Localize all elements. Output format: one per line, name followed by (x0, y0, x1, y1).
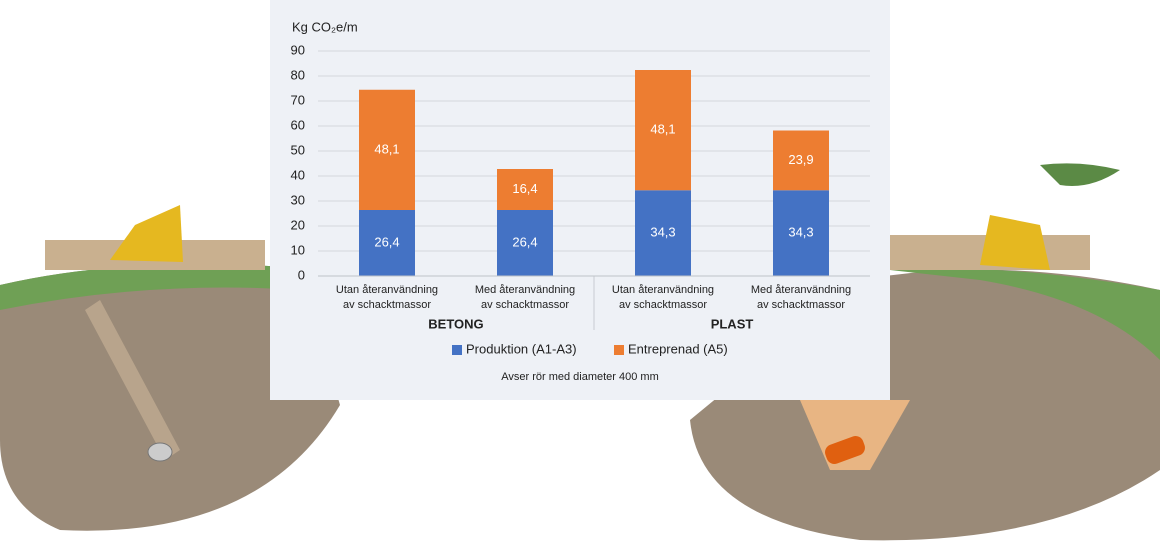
legend-label: Produktion (A1-A3) (466, 341, 577, 356)
group-label: BETONG (428, 316, 483, 331)
y-tick-label: 30 (291, 192, 305, 207)
value-label: 34,3 (650, 225, 675, 240)
x-tick-label: Utan återanvändning (336, 284, 438, 296)
pipe-plastic (825, 436, 865, 464)
y-tick-label: 90 (291, 42, 305, 57)
legend-label: Entreprenad (A5) (628, 341, 728, 356)
trench-left (85, 300, 180, 460)
value-label: 34,3 (788, 225, 813, 240)
y-axis-title: Kg CO₂e/m (292, 19, 358, 34)
bar-segment (497, 169, 553, 210)
value-label: 16,4 (512, 181, 537, 196)
branch (1040, 163, 1120, 186)
bar-segment (773, 190, 829, 276)
value-label: 48,1 (650, 122, 675, 137)
group-label: PLAST (711, 316, 754, 331)
y-tick-label: 80 (291, 67, 305, 82)
x-tick-label: Med återanvändning (475, 284, 575, 296)
x-tick-label: av schacktmassor (619, 299, 707, 311)
grass-right (890, 268, 1160, 360)
y-tick-label: 10 (291, 242, 305, 257)
excavator-left (110, 205, 183, 262)
bar-segment (359, 89, 415, 210)
legend-swatch (452, 345, 462, 355)
y-tick-label: 40 (291, 167, 305, 182)
legend-swatch (614, 345, 624, 355)
bar-segment (497, 210, 553, 276)
y-tick-label: 50 (291, 142, 305, 157)
bar-segment (635, 70, 691, 191)
bar-segment (359, 210, 415, 276)
x-tick-label: av schacktmassor (757, 299, 845, 311)
ground-left (0, 264, 340, 531)
x-tick-label: Utan återanvändning (612, 284, 714, 296)
value-label: 48,1 (374, 141, 399, 156)
excavator-right (980, 215, 1050, 270)
value-label: 26,4 (374, 234, 399, 249)
x-tick-label: av schacktmassor (343, 299, 431, 311)
y-tick-label: 70 (291, 92, 305, 107)
value-label: 23,9 (788, 152, 813, 167)
y-tick-label: 20 (291, 217, 305, 232)
note: Avser rör med diameter 400 mm (501, 371, 659, 383)
y-tick-label: 0 (298, 267, 305, 282)
x-tick-label: av schacktmassor (481, 299, 569, 311)
x-tick-label: Med återanvändning (751, 284, 851, 296)
illustration (0, 163, 1160, 541)
value-label: 26,4 (512, 234, 537, 249)
y-tick-label: 60 (291, 117, 305, 132)
bar-segment (773, 130, 829, 191)
pipe-concrete (147, 442, 173, 462)
bar-segment (635, 190, 691, 276)
grass-left (0, 264, 300, 310)
